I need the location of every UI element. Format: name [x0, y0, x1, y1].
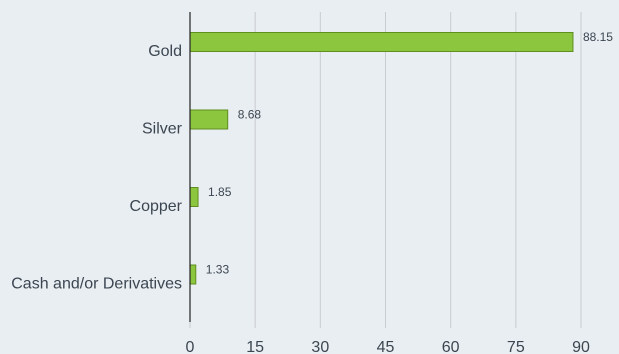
- data-label: 88.15: [583, 30, 613, 44]
- bar: [189, 187, 199, 207]
- category-label: Cash and/or Derivatives: [11, 276, 182, 293]
- x-tick-label: 0: [186, 339, 195, 354]
- category-label: Gold: [148, 43, 182, 60]
- x-tick-label: 30: [311, 339, 329, 354]
- x-tick-label: 90: [572, 339, 590, 354]
- bars: 88.15 8.68 1.85 1.33: [189, 30, 613, 285]
- data-label: 8.68: [238, 108, 262, 122]
- grid-lines: [189, 12, 582, 328]
- x-tick-label: 15: [246, 339, 264, 354]
- data-label: 1.33: [206, 263, 230, 277]
- x-tick-label: 45: [377, 339, 395, 354]
- category-label: Copper: [130, 198, 183, 215]
- bar: [189, 32, 574, 52]
- category-labels: Gold Silver Copper Cash and/or Derivatives: [11, 43, 182, 293]
- x-tick-labels: 0 15 30 45 60 75 90: [186, 339, 590, 354]
- bar: [189, 264, 197, 285]
- bar: [189, 109, 229, 130]
- x-tick-label: 75: [507, 339, 525, 354]
- data-label: 1.85: [208, 185, 232, 199]
- category-label: Silver: [142, 121, 183, 138]
- x-tick-label: 60: [442, 339, 460, 354]
